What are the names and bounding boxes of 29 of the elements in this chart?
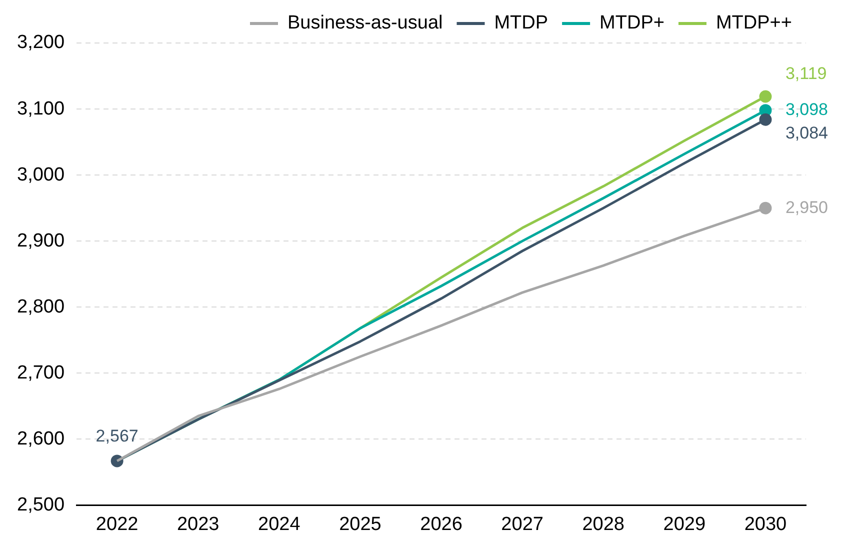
x-tick-label: 2029 bbox=[663, 514, 706, 535]
y-tick-label: 2,500 bbox=[17, 494, 65, 516]
y-tick-label: 3,000 bbox=[17, 164, 65, 186]
point bbox=[759, 113, 772, 126]
legend-label: MTDP bbox=[494, 12, 548, 34]
y-tick-label: 3,200 bbox=[17, 32, 65, 54]
y-tick-label: 2,800 bbox=[17, 296, 65, 318]
x-tick-label: 2028 bbox=[582, 514, 625, 535]
data-label: 2,567 bbox=[96, 426, 138, 446]
y-tick-label: 2,700 bbox=[17, 362, 65, 384]
y-tick-label: 3,100 bbox=[17, 98, 65, 120]
x-tick-label: 2025 bbox=[339, 514, 382, 535]
data-label: 2,950 bbox=[785, 198, 828, 217]
legend-label: MTDP+ bbox=[600, 12, 664, 34]
x-tick-label: 2030 bbox=[744, 514, 787, 535]
y-tick-label: 2,600 bbox=[17, 428, 65, 450]
legend-label: MTDP++ bbox=[716, 12, 792, 34]
data-label: 3,084 bbox=[785, 123, 828, 142]
x-tick-label: 2022 bbox=[96, 514, 138, 535]
x-tick-label: 2027 bbox=[501, 514, 544, 535]
y-tick-label: 2,900 bbox=[17, 230, 65, 252]
x-tick-label: 2023 bbox=[176, 514, 220, 535]
x-tick-label: 2026 bbox=[420, 514, 462, 535]
x-tick-label: 2024 bbox=[258, 514, 301, 535]
point bbox=[759, 90, 772, 103]
legend-label: Business-as-usual bbox=[287, 12, 443, 34]
data-label: 3,098 bbox=[785, 100, 828, 120]
data-label: 3,119 bbox=[785, 64, 827, 84]
point bbox=[759, 202, 772, 214]
